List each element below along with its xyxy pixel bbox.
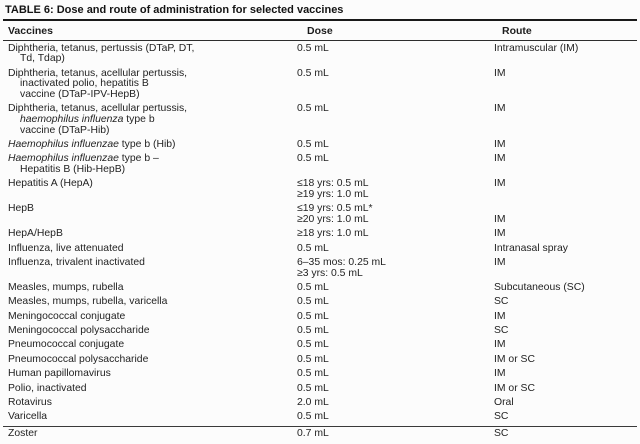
table-row: Diphtheria, tetanus, pertussis (DTaP, DT… [3, 42, 637, 67]
dose-cell: 0.5 mL [297, 242, 329, 254]
route-cell: IM [494, 368, 506, 380]
dose-cell: 0.5 mL [297, 325, 329, 337]
route-cell: IM or SC [494, 382, 535, 394]
dose-cell: 0.5 mL [297, 67, 329, 79]
route-cell: IM or SC [494, 353, 535, 365]
dose-cell: 0.5 mL [297, 310, 329, 322]
route-cell: Subcutaneous (SC) [494, 281, 585, 293]
vaccine-cell: Meningococcal polysaccharide [8, 325, 150, 337]
table-body: Diphtheria, tetanus, pertussis (DTaP, DT… [3, 41, 637, 444]
dose-cell: 0.5 mL [297, 382, 329, 394]
dose-cell: 0.5 mL [297, 42, 329, 54]
table-row: Meningococcal conjugate 0.5 mL IM [3, 310, 637, 324]
table-row: Polio, inactivated 0.5 mL IM or SC [3, 382, 637, 396]
vaccine-cell: Haemophilus influenzae type b – Hepatitis… [8, 153, 159, 175]
vaccine-cell: Measles, mumps, rubella, varicella [8, 296, 168, 308]
route-cell: IM [494, 153, 506, 165]
table-row: Haemophilus influenzae type b – Hepatitis… [3, 152, 637, 177]
vaccine-cell: Influenza, trivalent inactivated [8, 257, 145, 269]
vaccine-cell: HepA/HepB [8, 228, 63, 240]
dose-cell: 0.5 mL [297, 353, 329, 365]
route-cell: IM [494, 178, 506, 190]
dose-cell: 0.5 mL [297, 368, 329, 380]
vaccine-cell: Human papillomavirus [8, 368, 111, 380]
vaccine-cell: Zoster [8, 428, 38, 440]
dose-cell: 0.5 mL [297, 138, 329, 150]
vaccine-cell: Measles, mumps, rubella [8, 281, 124, 293]
dose-cell: 0.5 mL [297, 411, 329, 423]
table-row: Hepatitis A (HepA) ≤18 yrs: 0.5 mL ≥19 yrs… [3, 177, 637, 202]
dose-cell: 0.5 mL [297, 281, 329, 293]
table-row: HepB ≤19 yrs: 0.5 mL* ≥20 yrs: 1.0 mL IM [3, 202, 637, 227]
dose-cell: 0.7 mL [297, 428, 329, 440]
route-cell: SC [494, 411, 509, 423]
table-row: Pneumococcal polysaccharide 0.5 mL IM or S… [3, 353, 637, 367]
dose-cell: 0.5 mL [297, 153, 329, 165]
dose-cell: ≤18 yrs: 0.5 mL ≥19 yrs: 1.0 mL [297, 178, 369, 200]
vaccine-cell: Rotavirus [8, 396, 52, 408]
route-cell: IM [494, 257, 506, 269]
column-header-vaccines: Vaccines [8, 25, 53, 37]
vaccine-cell: Diphtheria, tetanus, pertussis (DTaP, DT… [8, 42, 195, 65]
table-title: TABLE 6: Dose and route of administratio… [3, 2, 637, 21]
table-row: Measles, mumps, rubella 0.5 mL Subcutaneou… [3, 281, 637, 295]
vaccine-cell: Hepatitis A (HepA) [8, 178, 93, 190]
column-header-dose: Dose [307, 25, 333, 37]
dose-cell: ≤19 yrs: 0.5 mL* ≥20 yrs: 1.0 mL [297, 203, 373, 225]
table-row: Influenza, live attenuated 0.5 mL Intranas… [3, 242, 637, 256]
vaccine-cell: Pneumococcal polysaccharide [8, 353, 149, 365]
route-cell: IM [494, 67, 506, 79]
vaccine-cell: Haemophilus influenzae type b (Hib) [8, 138, 176, 150]
vaccine-cell: Diphtheria, tetanus, acellular pertussis… [8, 67, 188, 101]
route-cell: IM [494, 138, 506, 150]
column-header-route: Route [502, 25, 532, 37]
table-row: Varicella 0.5 mL SC [3, 410, 637, 424]
route-cell: Intramuscular (IM) [494, 42, 579, 54]
route-cell: SC [494, 296, 509, 308]
dose-cell: 2.0 mL [297, 396, 329, 408]
vaccine-cell: Meningococcal conjugate [8, 310, 126, 322]
vaccine-cell: Influenza, live attenuated [8, 242, 124, 254]
vaccine-cell: Pneumococcal conjugate [8, 339, 125, 351]
table-row: Haemophilus influenzae type b (Hib) 0.5 m… [3, 138, 637, 152]
vaccine-cell: Diphtheria, tetanus, acellular pertussis… [8, 103, 188, 136]
dose-cell: 0.5 mL [297, 103, 329, 115]
table-row: Influenza, trivalent inactivated 6–35 mos… [3, 256, 637, 281]
route-cell: IM [494, 339, 506, 351]
route-cell: IM [494, 310, 506, 322]
table-row: Rotavirus 2.0 mL Oral [3, 396, 637, 410]
route-cell: SC [494, 428, 509, 440]
dose-cell: 0.5 mL [297, 339, 329, 351]
table-row: Meningococcal polysaccharide 0.5 mL SC [3, 324, 637, 338]
route-cell: IM [494, 213, 506, 225]
route-cell: SC [494, 325, 509, 337]
table-row: Measles, mumps, rubella, varicella 0.5 mL… [3, 295, 637, 309]
route-cell: Intranasal spray [494, 242, 568, 254]
table-row: Diphtheria, tetanus, acellular pertussis… [3, 67, 637, 103]
table-header-row: Vaccines Dose Route [3, 21, 637, 41]
table-row: HepA/HepB ≥18 yrs: 1.0 mL IM [3, 227, 637, 241]
dose-cell: ≥18 yrs: 1.0 mL [297, 228, 369, 240]
route-cell: Oral [494, 396, 514, 408]
vaccine-cell: Varicella [8, 411, 48, 423]
table-row: Diphtheria, tetanus, acellular pertussis… [3, 103, 637, 139]
route-cell: IM [494, 228, 506, 240]
vaccine-cell: HepB [8, 203, 34, 215]
table-row: Human papillomavirus 0.5 mL IM [3, 367, 637, 381]
table-row: Pneumococcal conjugate 0.5 mL IM [3, 339, 637, 353]
dose-cell: 6–35 mos: 0.25 mL ≥3 yrs: 0.5 mL [297, 257, 386, 279]
route-cell: IM [494, 103, 506, 115]
dose-cell: 0.5 mL [297, 296, 329, 308]
table-row: Zoster 0.7 mL SC [3, 425, 637, 442]
vaccine-cell: Polio, inactivated [8, 382, 87, 394]
